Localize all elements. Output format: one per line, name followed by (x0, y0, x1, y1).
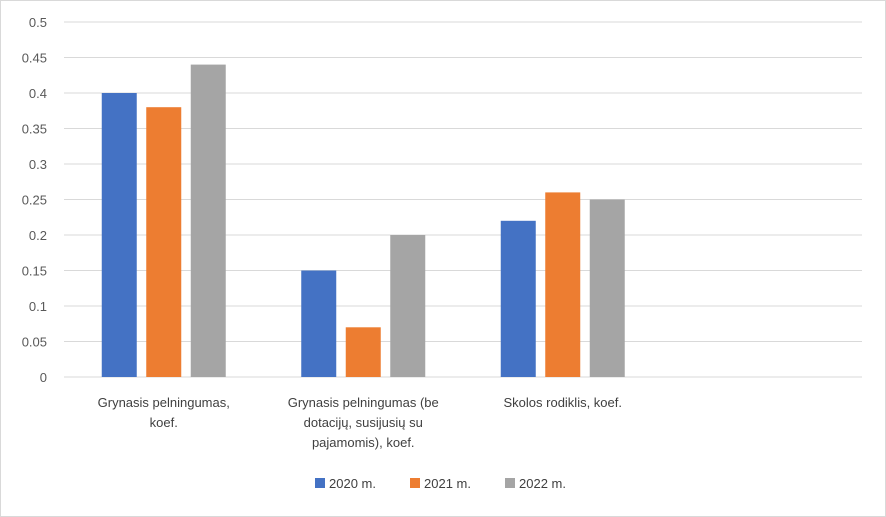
bar-2021m-cat2 (545, 192, 581, 377)
bar-2021m-cat1 (345, 327, 381, 377)
bar-2022m-cat2 (589, 199, 625, 377)
y-tick-label: 0.2 (29, 228, 47, 243)
gridlines (64, 21, 862, 378)
category-label-line: Grynasis pelningumas, (98, 395, 230, 410)
y-tick-label: 0 (40, 370, 47, 385)
y-tick-label: 0.45 (22, 51, 47, 66)
bar-2020m-cat0 (101, 93, 137, 377)
legend-label: 2020 m. (329, 476, 376, 491)
category-label-line: koef. (150, 415, 178, 430)
bar-2021m-cat0 (146, 107, 182, 377)
legend-swatch (410, 478, 420, 488)
category-label-line: Grynasis pelningumas (be (288, 395, 439, 410)
bar-2022m-cat0 (190, 64, 226, 377)
y-tick-label: 0.1 (29, 299, 47, 314)
y-tick-label: 0.05 (22, 335, 47, 350)
legend-label: 2022 m. (519, 476, 566, 491)
category-label-line: dotacijų, susijusių su (304, 415, 423, 430)
legend-swatch (505, 478, 515, 488)
category-label-line: Skolos rodiklis, koef. (504, 395, 623, 410)
y-tick-label: 0.25 (22, 193, 47, 208)
y-tick-label: 0.15 (22, 264, 47, 279)
bars (101, 64, 625, 377)
category-label-line: pajamomis), koef. (312, 435, 415, 450)
bar-2020m-cat1 (301, 270, 337, 377)
category-label: Grynasis pelningumas (be dotacijų, susiju… (288, 395, 439, 450)
category-labels: Grynasis pelningumas, koef.Grynasis pelni… (98, 395, 623, 450)
bar-2022m-cat1 (390, 235, 426, 377)
y-tick-label: 0.4 (29, 86, 47, 101)
legend-swatch (315, 478, 325, 488)
category-label: Grynasis pelningumas, koef. (98, 395, 230, 430)
y-tick-label: 0.5 (29, 15, 47, 30)
legend-label: 2021 m. (424, 476, 471, 491)
y-tick-label: 0.35 (22, 122, 47, 137)
legend: 2020 m. 2021 m. 2022 m. (315, 476, 566, 491)
category-label: Skolos rodiklis, koef. (504, 395, 623, 410)
y-tick-label: 0.3 (29, 157, 47, 172)
y-axis-tick-labels: 0 0.05 0.1 0.15 0.2 0.25 0.3 0.35 0.4 0.45 0.5 (22, 15, 47, 385)
bar-2020m-cat2 (500, 220, 536, 377)
